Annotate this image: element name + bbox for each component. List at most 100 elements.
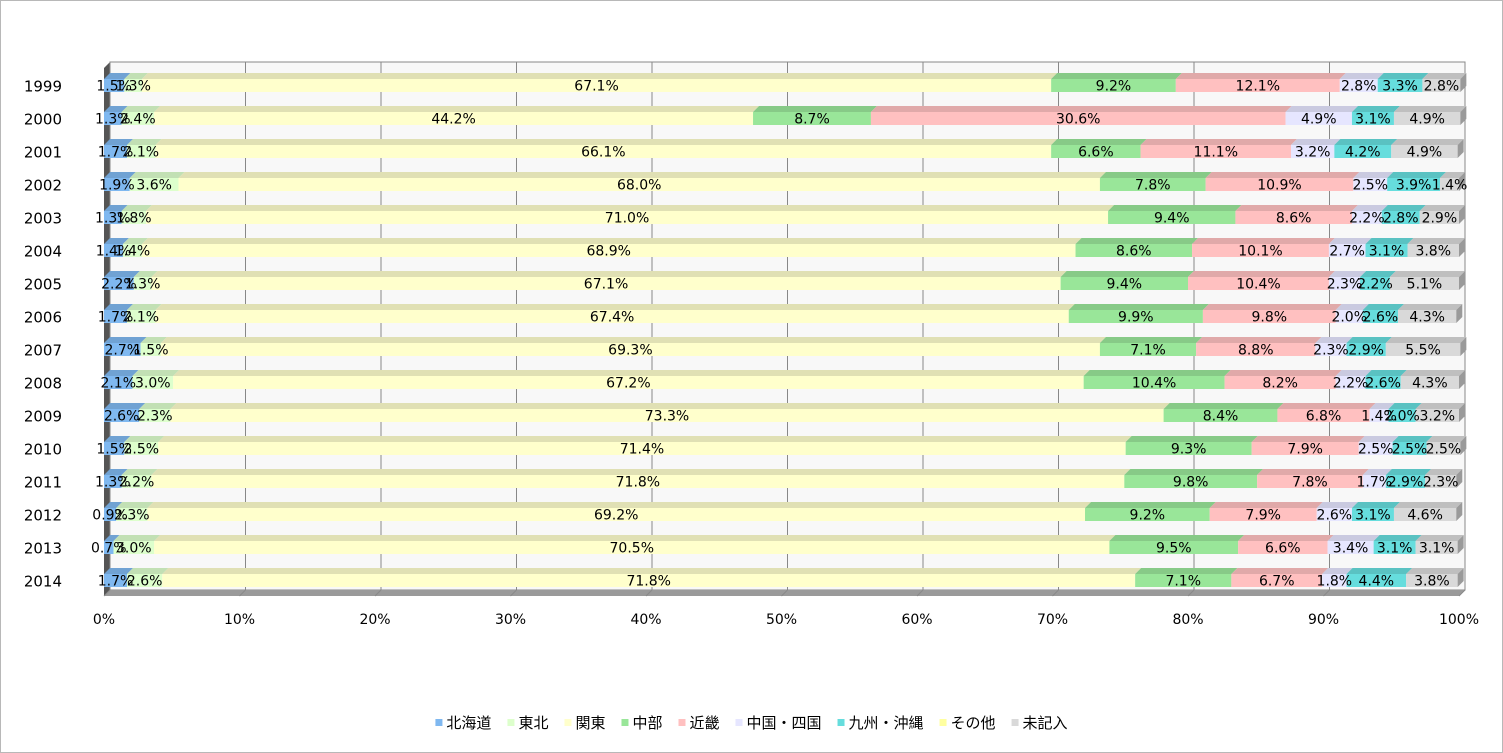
bar-segment-top: [1328, 238, 1372, 244]
bar-segment: [1188, 277, 1329, 290]
bar-segment-top: [1369, 403, 1395, 409]
legend-swatch: [564, 719, 572, 726]
data-label: 70.5%: [610, 541, 654, 557]
bar-segment-top: [173, 370, 1090, 376]
data-label: 7.8%: [1135, 178, 1171, 194]
bar-segment: [1099, 343, 1197, 356]
bar-end-face: [1459, 370, 1465, 389]
data-label: 9.8%: [1252, 310, 1288, 326]
data-label: 0.9%: [92, 508, 128, 524]
data-label: 8.6%: [1276, 211, 1312, 227]
bar-segment-top: [1051, 139, 1147, 145]
bar-segment: [132, 376, 174, 389]
legend-swatch: [939, 719, 947, 726]
value-axis: 0% 10% 20% 30% 40% 50% 60% 70% 80% 90% 100%: [93, 612, 1479, 628]
bar-segment-top: [139, 403, 177, 409]
legend: 北海道 東北 関東 中部 近畿 中国・四国 九州・沖縄 その他 未記入: [435, 714, 1068, 732]
data-label: 2.3%: [1327, 277, 1363, 293]
bar-segment: [1051, 145, 1141, 158]
bar-segment: [147, 508, 1086, 521]
data-label: 67.1%: [584, 277, 628, 293]
bar-segment: [104, 244, 123, 257]
data-label: 10.4%: [1132, 376, 1176, 392]
data-label: 1.3%: [95, 475, 131, 491]
bar-segment-top: [104, 271, 140, 277]
bar-segment-top: [1365, 370, 1407, 376]
x-tick-label: 60%: [901, 612, 932, 628]
bar-segment: [1277, 409, 1370, 422]
bar-segment: [121, 211, 147, 224]
bar-segment: [113, 541, 155, 554]
bar-segment: [1400, 376, 1459, 389]
bar-segment-top: [1285, 106, 1358, 112]
data-label: 9.2%: [1096, 79, 1132, 95]
bar-segment-top: [104, 469, 128, 475]
x-tick-label: 80%: [1172, 612, 1203, 628]
data-label: 1.5%: [133, 343, 169, 359]
bar-segment: [127, 145, 156, 158]
category-label: 2000: [24, 111, 62, 129]
data-label: 1.3%: [125, 277, 161, 293]
bar-end-face: [1456, 469, 1463, 488]
gridline-floor: [239, 589, 246, 597]
bar-segment-top: [141, 238, 1082, 244]
legend-item: 中国・四国: [735, 714, 822, 732]
bar-segment: [1387, 178, 1441, 191]
gridline-floor: [916, 589, 924, 597]
bar-segment-top: [1335, 370, 1372, 376]
bar-segment-top: [1373, 535, 1422, 541]
bar-segment: [1373, 541, 1416, 554]
bar-segment-top: [1125, 436, 1258, 442]
bar-segment-top: [113, 535, 161, 541]
bar-segment-top: [1140, 139, 1297, 145]
bar-segment: [121, 475, 152, 488]
bar-segment: [1231, 574, 1323, 587]
legend-swatch: [678, 719, 686, 726]
bar-segment-top: [1362, 469, 1392, 475]
bar-segment: [104, 376, 133, 389]
bar-segment-top: [1393, 106, 1467, 112]
bar-segment-top: [1334, 139, 1398, 145]
data-label: 3.6%: [136, 178, 172, 194]
bar-segment: [1351, 112, 1394, 125]
data-label: 4.2%: [1345, 145, 1381, 161]
data-label: 4.9%: [1301, 112, 1337, 128]
gridline-floor: [374, 589, 382, 597]
bar-segment: [160, 343, 1100, 356]
legend-label: その他: [951, 714, 996, 732]
data-label: 2.3%: [1313, 343, 1349, 359]
bar-end-face: [1459, 238, 1465, 257]
category-label: 2011: [24, 474, 62, 492]
bar-segment-top: [1060, 271, 1194, 277]
bar-segment: [1389, 277, 1459, 290]
gridline-floor: [1323, 589, 1330, 597]
gridline-floor: [1052, 589, 1059, 597]
gridline-floor: [1187, 589, 1195, 597]
bar-segment-top: [1391, 139, 1464, 145]
gridline-floor: [510, 589, 517, 597]
bar-segment-top: [1209, 502, 1323, 508]
data-label: 2.9%: [1388, 475, 1424, 491]
bar-segment: [1109, 541, 1239, 554]
legend-swatch: [435, 719, 443, 726]
bar-segment: [1385, 343, 1461, 356]
data-label: 2.3%: [137, 409, 173, 425]
bar-segment: [151, 475, 1125, 488]
data-label: 2.0%: [1384, 409, 1420, 425]
bar-segment-top: [104, 238, 129, 244]
legend-swatch: [507, 719, 515, 726]
bar-segment-top: [1051, 73, 1182, 79]
data-label: 9.4%: [1154, 211, 1190, 227]
bar-segment-top: [1175, 73, 1346, 79]
data-label: 2.3%: [1423, 475, 1459, 491]
bar-segment: [154, 112, 754, 125]
bar-segment: [155, 310, 1069, 323]
bar-segment: [127, 310, 156, 323]
data-label: 8.8%: [1238, 343, 1274, 359]
data-label: 10.1%: [1238, 244, 1282, 260]
bar-segment-top: [1346, 337, 1392, 343]
data-label: 5.5%: [1405, 343, 1441, 359]
data-labels: 1.5%1.3% 67.1% 9.2% 12.1% 2.8% 3.3% 2.8%1.3%2.…: [91, 79, 1467, 590]
bar-segment-top: [1398, 304, 1463, 310]
